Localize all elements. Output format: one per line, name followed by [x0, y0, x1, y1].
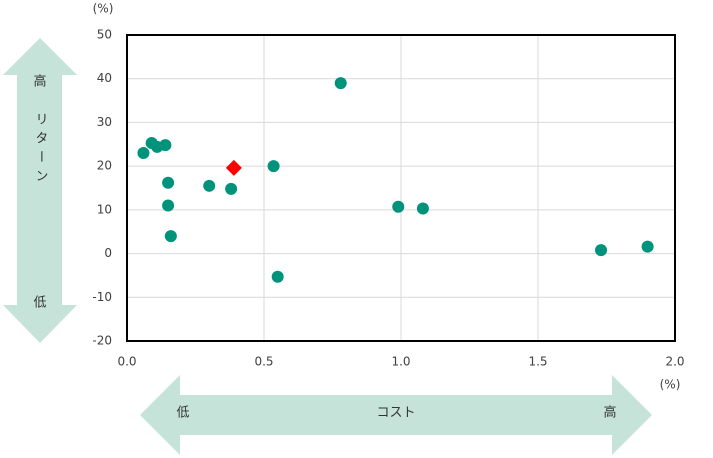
point	[162, 199, 175, 212]
x-unit: (%)	[660, 378, 681, 392]
y-tick-label: 10	[97, 202, 112, 216]
point	[162, 176, 175, 189]
y-low-label: 低	[33, 296, 46, 311]
plot-border	[126, 34, 676, 342]
x-arrow	[140, 375, 652, 455]
point	[641, 240, 654, 253]
point	[164, 230, 177, 243]
y-tick-label: -20	[92, 334, 112, 348]
point	[416, 202, 429, 215]
point	[334, 77, 347, 90]
y-tick-label: -10	[92, 290, 112, 304]
x-low-label: 低	[176, 406, 189, 421]
x-tick-label: 1.0	[391, 355, 410, 369]
point	[271, 270, 284, 283]
point	[225, 182, 238, 195]
x-tick-label: 0.5	[254, 355, 273, 369]
x-tick-label: 0.0	[117, 355, 136, 369]
x-axis-label: コスト	[376, 406, 415, 421]
y-axis-label: リターン	[33, 112, 48, 188]
point	[225, 159, 242, 176]
y-tick-label: 20	[97, 159, 112, 173]
y-tick-label: 50	[97, 28, 112, 42]
x-high-label: 高	[603, 405, 616, 421]
point	[392, 200, 405, 213]
x-tick-label: 2.0	[665, 355, 684, 369]
point	[159, 139, 172, 152]
y-tick-label: 0	[104, 246, 112, 260]
y-tick-label: 30	[97, 115, 112, 129]
x-tick-label: 1.5	[528, 355, 547, 369]
y-unit: (%)	[93, 2, 114, 16]
y-tick-label: 40	[97, 71, 112, 85]
point	[203, 179, 216, 192]
point	[595, 244, 608, 257]
y-arrow	[3, 38, 77, 343]
y-high-label: 高	[33, 74, 46, 90]
point	[267, 160, 280, 173]
point	[137, 147, 150, 160]
